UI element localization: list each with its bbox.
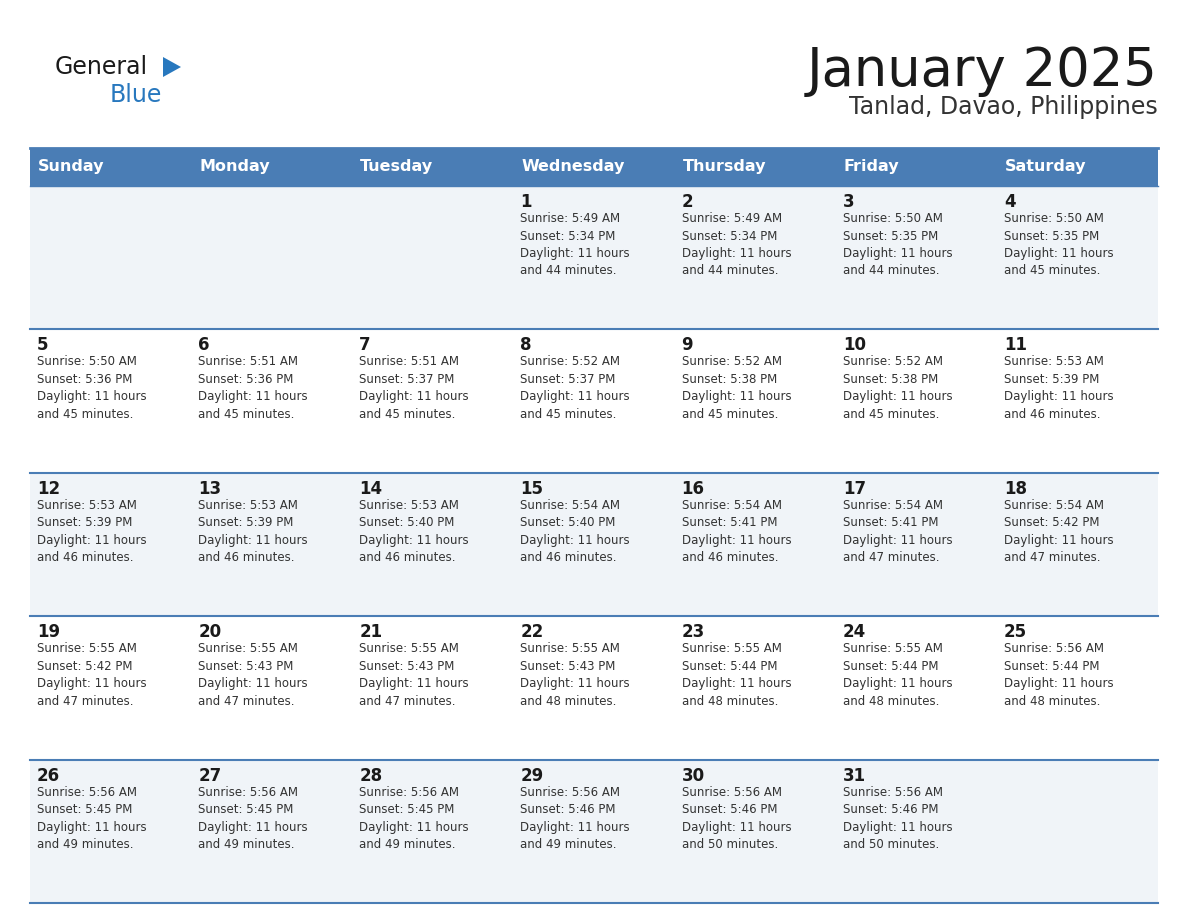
Text: 5: 5 [37,336,49,354]
Bar [30,473,1158,616]
Text: Sunrise: 5:56 AM
Sunset: 5:45 PM
Daylight: 11 hours
and 49 minutes.: Sunrise: 5:56 AM Sunset: 5:45 PM Dayligh… [359,786,469,851]
Text: 16: 16 [682,480,704,498]
Text: 3: 3 [842,193,854,211]
Text: 21: 21 [359,623,383,641]
Text: Sunrise: 5:54 AM
Sunset: 5:42 PM
Daylight: 11 hours
and 47 minutes.: Sunrise: 5:54 AM Sunset: 5:42 PM Dayligh… [1004,498,1113,565]
Text: 15: 15 [520,480,543,498]
Text: Sunrise: 5:54 AM
Sunset: 5:41 PM
Daylight: 11 hours
and 46 minutes.: Sunrise: 5:54 AM Sunset: 5:41 PM Dayligh… [682,498,791,565]
Text: 25: 25 [1004,623,1026,641]
Text: Wednesday: Wednesday [522,160,625,174]
Text: Sunrise: 5:49 AM
Sunset: 5:34 PM
Daylight: 11 hours
and 44 minutes.: Sunrise: 5:49 AM Sunset: 5:34 PM Dayligh… [520,212,630,277]
Text: Sunrise: 5:53 AM
Sunset: 5:40 PM
Daylight: 11 hours
and 46 minutes.: Sunrise: 5:53 AM Sunset: 5:40 PM Dayligh… [359,498,469,565]
Text: Sunday: Sunday [38,160,105,174]
Text: 28: 28 [359,767,383,785]
Text: 8: 8 [520,336,532,354]
Text: Sunrise: 5:55 AM
Sunset: 5:43 PM
Daylight: 11 hours
and 47 minutes.: Sunrise: 5:55 AM Sunset: 5:43 PM Dayligh… [198,643,308,708]
Text: Sunrise: 5:56 AM
Sunset: 5:45 PM
Daylight: 11 hours
and 49 minutes.: Sunrise: 5:56 AM Sunset: 5:45 PM Dayligh… [198,786,308,851]
Bar [30,759,1158,903]
Bar [30,330,1158,473]
Bar [30,186,1158,330]
Text: 27: 27 [198,767,221,785]
Text: Sunrise: 5:52 AM
Sunset: 5:37 PM
Daylight: 11 hours
and 45 minutes.: Sunrise: 5:52 AM Sunset: 5:37 PM Dayligh… [520,355,630,420]
Bar [30,616,1158,759]
Text: Sunrise: 5:54 AM
Sunset: 5:40 PM
Daylight: 11 hours
and 46 minutes.: Sunrise: 5:54 AM Sunset: 5:40 PM Dayligh… [520,498,630,565]
Text: 31: 31 [842,767,866,785]
Text: Sunrise: 5:55 AM
Sunset: 5:44 PM
Daylight: 11 hours
and 48 minutes.: Sunrise: 5:55 AM Sunset: 5:44 PM Dayligh… [842,643,953,708]
Text: Sunrise: 5:50 AM
Sunset: 5:36 PM
Daylight: 11 hours
and 45 minutes.: Sunrise: 5:50 AM Sunset: 5:36 PM Dayligh… [37,355,146,420]
Text: Sunrise: 5:49 AM
Sunset: 5:34 PM
Daylight: 11 hours
and 44 minutes.: Sunrise: 5:49 AM Sunset: 5:34 PM Dayligh… [682,212,791,277]
Text: 4: 4 [1004,193,1016,211]
Text: Sunrise: 5:56 AM
Sunset: 5:46 PM
Daylight: 11 hours
and 50 minutes.: Sunrise: 5:56 AM Sunset: 5:46 PM Dayligh… [682,786,791,851]
Text: 2: 2 [682,193,693,211]
Text: Sunrise: 5:51 AM
Sunset: 5:37 PM
Daylight: 11 hours
and 45 minutes.: Sunrise: 5:51 AM Sunset: 5:37 PM Dayligh… [359,355,469,420]
Text: Sunrise: 5:53 AM
Sunset: 5:39 PM
Daylight: 11 hours
and 46 minutes.: Sunrise: 5:53 AM Sunset: 5:39 PM Dayligh… [198,498,308,565]
Text: Sunrise: 5:52 AM
Sunset: 5:38 PM
Daylight: 11 hours
and 45 minutes.: Sunrise: 5:52 AM Sunset: 5:38 PM Dayligh… [682,355,791,420]
Text: January 2025: January 2025 [807,45,1158,97]
Text: Monday: Monday [200,160,270,174]
Text: Sunrise: 5:53 AM
Sunset: 5:39 PM
Daylight: 11 hours
and 46 minutes.: Sunrise: 5:53 AM Sunset: 5:39 PM Dayligh… [1004,355,1113,420]
Text: 24: 24 [842,623,866,641]
Text: Blue: Blue [110,83,163,107]
Text: 6: 6 [198,336,209,354]
Text: 7: 7 [359,336,371,354]
Text: Sunrise: 5:54 AM
Sunset: 5:41 PM
Daylight: 11 hours
and 47 minutes.: Sunrise: 5:54 AM Sunset: 5:41 PM Dayligh… [842,498,953,565]
Text: Sunrise: 5:56 AM
Sunset: 5:44 PM
Daylight: 11 hours
and 48 minutes.: Sunrise: 5:56 AM Sunset: 5:44 PM Dayligh… [1004,643,1113,708]
Text: General: General [55,55,148,79]
Text: Thursday: Thursday [683,160,766,174]
Text: Saturday: Saturday [1005,160,1086,174]
Text: 20: 20 [198,623,221,641]
Text: 18: 18 [1004,480,1026,498]
Bar [30,148,1158,186]
Text: Sunrise: 5:50 AM
Sunset: 5:35 PM
Daylight: 11 hours
and 45 minutes.: Sunrise: 5:50 AM Sunset: 5:35 PM Dayligh… [1004,212,1113,277]
Text: 13: 13 [198,480,221,498]
Text: Sunrise: 5:51 AM
Sunset: 5:36 PM
Daylight: 11 hours
and 45 minutes.: Sunrise: 5:51 AM Sunset: 5:36 PM Dayligh… [198,355,308,420]
Text: 26: 26 [37,767,61,785]
Text: Sunrise: 5:56 AM
Sunset: 5:46 PM
Daylight: 11 hours
and 49 minutes.: Sunrise: 5:56 AM Sunset: 5:46 PM Dayligh… [520,786,630,851]
Text: Sunrise: 5:52 AM
Sunset: 5:38 PM
Daylight: 11 hours
and 45 minutes.: Sunrise: 5:52 AM Sunset: 5:38 PM Dayligh… [842,355,953,420]
Text: Tuesday: Tuesday [360,160,434,174]
Text: 29: 29 [520,767,544,785]
Text: 9: 9 [682,336,693,354]
Text: Sunrise: 5:56 AM
Sunset: 5:45 PM
Daylight: 11 hours
and 49 minutes.: Sunrise: 5:56 AM Sunset: 5:45 PM Dayligh… [37,786,146,851]
Text: Sunrise: 5:50 AM
Sunset: 5:35 PM
Daylight: 11 hours
and 44 minutes.: Sunrise: 5:50 AM Sunset: 5:35 PM Dayligh… [842,212,953,277]
Text: 12: 12 [37,480,61,498]
Text: 17: 17 [842,480,866,498]
Text: Sunrise: 5:53 AM
Sunset: 5:39 PM
Daylight: 11 hours
and 46 minutes.: Sunrise: 5:53 AM Sunset: 5:39 PM Dayligh… [37,498,146,565]
Text: 30: 30 [682,767,704,785]
Polygon shape [163,57,181,77]
Text: 22: 22 [520,623,544,641]
Text: Sunrise: 5:55 AM
Sunset: 5:42 PM
Daylight: 11 hours
and 47 minutes.: Sunrise: 5:55 AM Sunset: 5:42 PM Dayligh… [37,643,146,708]
Text: Sunrise: 5:55 AM
Sunset: 5:43 PM
Daylight: 11 hours
and 48 minutes.: Sunrise: 5:55 AM Sunset: 5:43 PM Dayligh… [520,643,630,708]
Text: Friday: Friday [843,160,899,174]
Text: 23: 23 [682,623,704,641]
Text: 11: 11 [1004,336,1026,354]
Text: Sunrise: 5:56 AM
Sunset: 5:46 PM
Daylight: 11 hours
and 50 minutes.: Sunrise: 5:56 AM Sunset: 5:46 PM Dayligh… [842,786,953,851]
Text: 10: 10 [842,336,866,354]
Text: Sunrise: 5:55 AM
Sunset: 5:44 PM
Daylight: 11 hours
and 48 minutes.: Sunrise: 5:55 AM Sunset: 5:44 PM Dayligh… [682,643,791,708]
Text: Tanlad, Davao, Philippines: Tanlad, Davao, Philippines [849,95,1158,119]
Text: Sunrise: 5:55 AM
Sunset: 5:43 PM
Daylight: 11 hours
and 47 minutes.: Sunrise: 5:55 AM Sunset: 5:43 PM Dayligh… [359,643,469,708]
Text: 1: 1 [520,193,532,211]
Text: 14: 14 [359,480,383,498]
Text: 19: 19 [37,623,61,641]
